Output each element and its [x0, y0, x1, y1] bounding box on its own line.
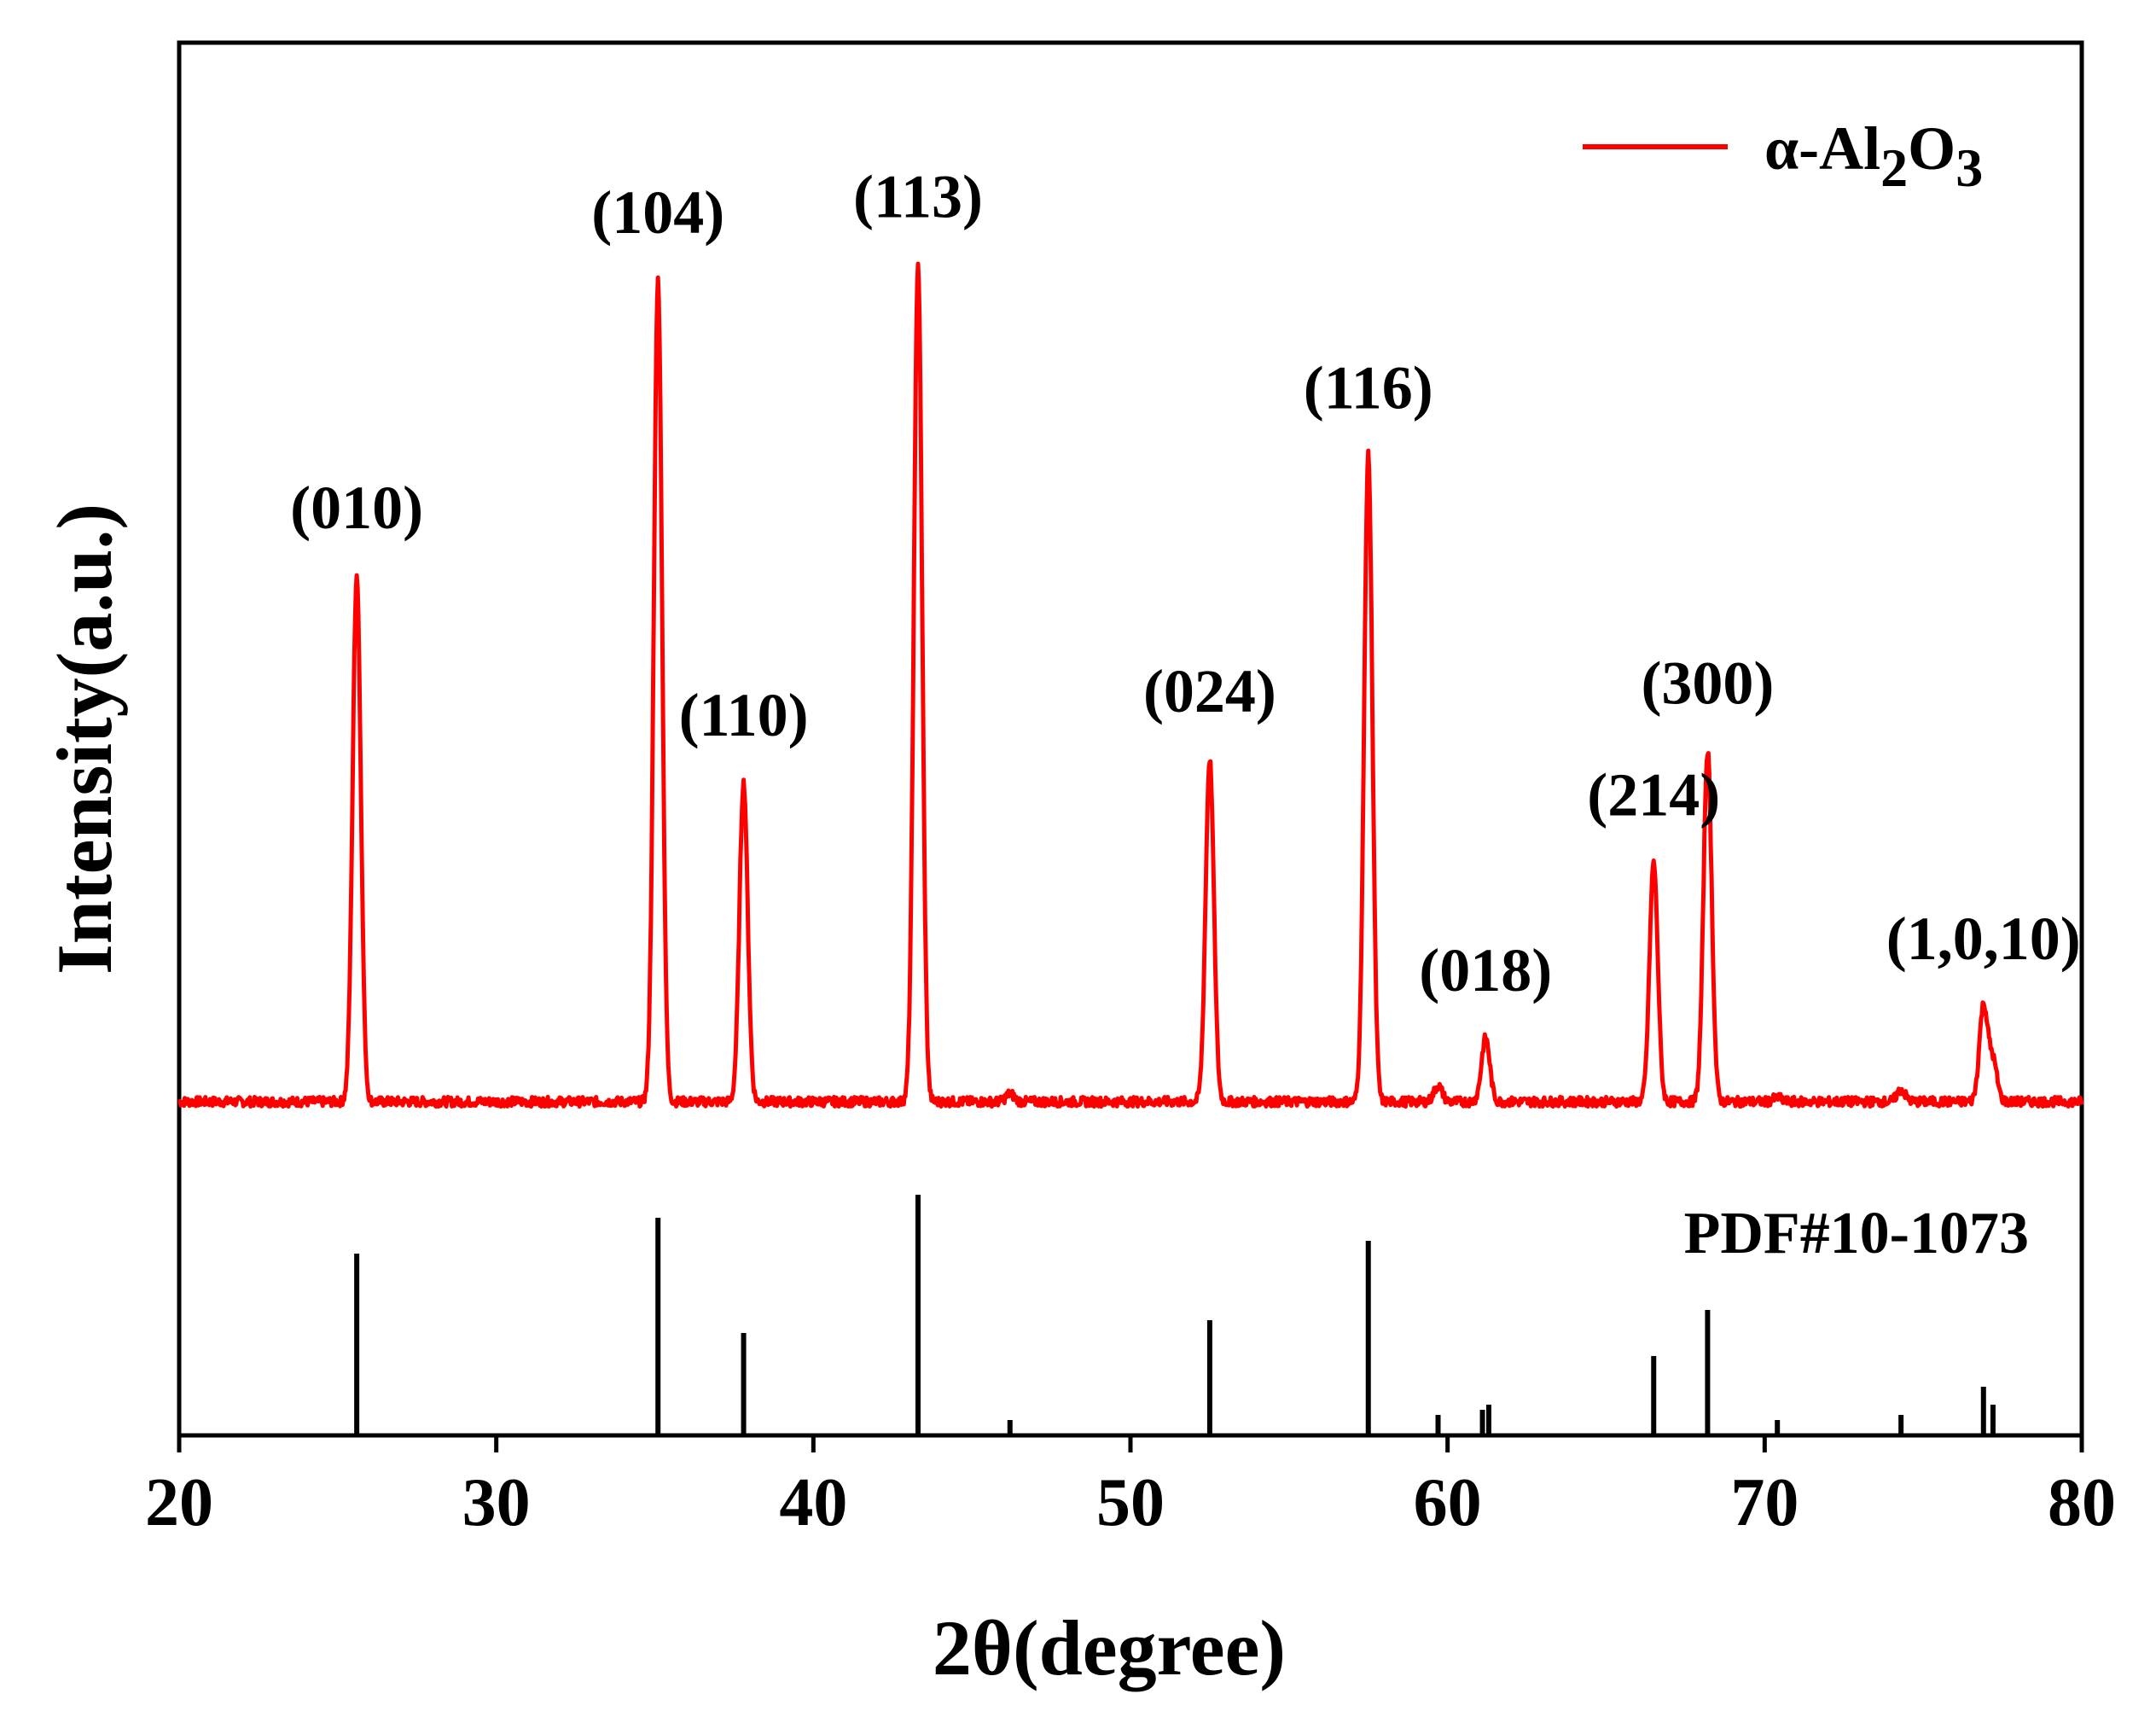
- peak-label: (1,0,10): [1886, 905, 2081, 973]
- peak-label: (300): [1641, 649, 1774, 718]
- peak-labels: (010) (104) (110) (113) (024) (116) (018) (214)…: [290, 162, 2081, 1004]
- peak-label: (024): [1143, 657, 1276, 725]
- x-tick-label: 40: [779, 1465, 847, 1540]
- x-tick-label: 80: [2048, 1465, 2116, 1540]
- peak-label: (113): [853, 162, 983, 230]
- legend-label: α-Al2O3: [1764, 114, 1983, 198]
- peak-label: (110): [679, 681, 809, 749]
- x-axis-ticks: 20 30 40 50 60 70 80: [145, 1435, 2116, 1540]
- x-axis-title: 2θ(degree): [933, 1604, 1286, 1691]
- series-line-alpha-al2o3: [177, 261, 2084, 1109]
- peak-label: (010): [290, 474, 423, 542]
- x-tick-label: 30: [462, 1465, 531, 1540]
- peak-label: (018): [1419, 936, 1552, 1004]
- reference-pattern: [354, 1195, 1996, 1435]
- x-tick-label: 50: [1096, 1465, 1165, 1540]
- x-tick-label: 60: [1414, 1465, 1482, 1540]
- legend: α-Al2O3: [1583, 114, 1983, 198]
- peak-label: (104): [591, 178, 724, 247]
- y-axis-title: Intensity(a.u.): [41, 503, 128, 975]
- peak-label: (214): [1587, 761, 1720, 829]
- peak-label: (116): [1304, 354, 1433, 422]
- reference-label: PDF#10-1073: [1684, 1201, 2029, 1266]
- x-tick-label: 70: [1730, 1465, 1799, 1540]
- x-tick-label: 20: [145, 1465, 213, 1540]
